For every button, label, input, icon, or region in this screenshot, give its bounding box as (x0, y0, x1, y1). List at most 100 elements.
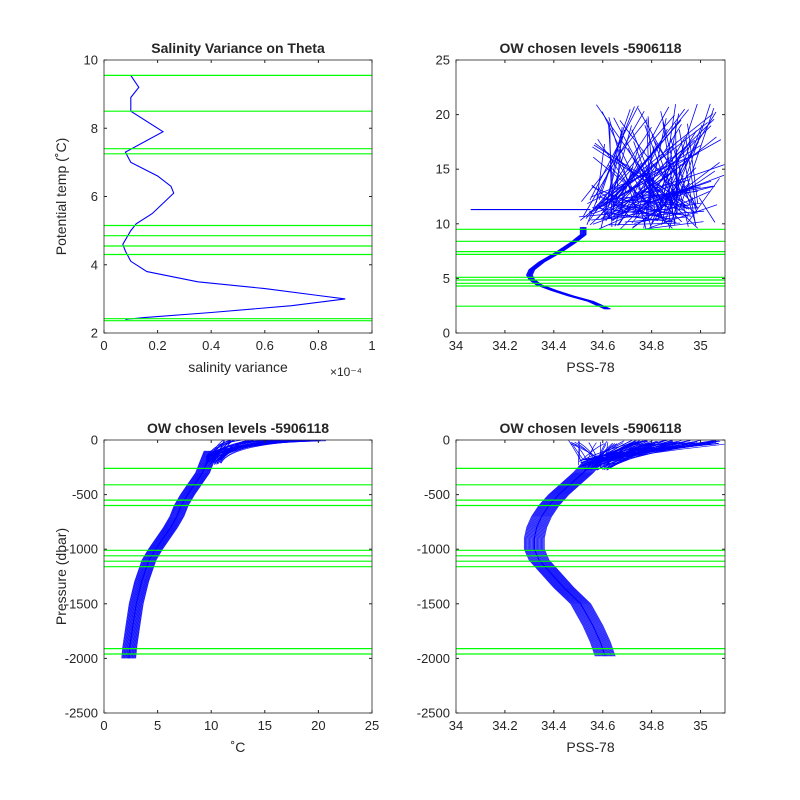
profile-line (627, 148, 666, 223)
chart-2: 34 34.2 34.4 34.6 34.8 35 0 5 10 15 20 25 OW chosen … (436, 40, 726, 375)
profile-line (602, 108, 686, 219)
profile-line (687, 123, 699, 204)
profile-line (589, 443, 725, 463)
profile-line (685, 136, 697, 209)
profile-line (129, 450, 213, 659)
x-axis-label: salinity variance (188, 359, 288, 375)
x-tick-label: 34.6 (590, 338, 615, 353)
x-tick-label: 34.2 (492, 718, 517, 733)
profile-line (206, 440, 224, 465)
profile-line (527, 461, 600, 657)
x-tick-label: 20 (311, 718, 325, 733)
chart-3: 0 5 10 15 20 25 -2500 -2000 -1500 -1000 -500 0 OW ch… (53, 420, 379, 755)
profile-line (121, 450, 206, 659)
series-line-1 (528, 227, 608, 310)
profile-line (536, 461, 609, 657)
profile-line (594, 113, 714, 208)
profile-line (527, 461, 599, 657)
profile-line (642, 171, 697, 214)
profile-line (207, 440, 267, 462)
y-tick-label: -1000 (65, 542, 98, 557)
profile-line (581, 443, 605, 461)
profile-line (540, 461, 613, 657)
profile-line (670, 138, 697, 226)
chart-4: 34 34.2 34.4 34.6 34.8 35 -2500 -2000 -1500 -1000… (417, 420, 726, 755)
profile-line (525, 461, 598, 657)
x-tick-label: 0.8 (309, 338, 327, 353)
chart-title: OW chosen levels -5906118 (147, 420, 329, 436)
profile-line (132, 450, 217, 659)
profile-line (124, 450, 209, 659)
profile-line (595, 441, 608, 469)
x-tick-label: 15 (258, 718, 272, 733)
profile-line (651, 134, 677, 203)
profile-line (130, 450, 214, 659)
profile-line (687, 178, 720, 223)
profile-line (124, 450, 208, 659)
profile-line (675, 122, 677, 202)
profile-line (591, 186, 640, 207)
profile-line (581, 120, 647, 202)
profile-line (638, 125, 712, 198)
profile-line (526, 461, 598, 657)
profile-line (135, 450, 219, 659)
profile-line (131, 450, 215, 659)
profile-line (585, 114, 675, 219)
profile-line (205, 440, 242, 458)
profile-line (607, 440, 698, 463)
plot-content (456, 440, 725, 657)
profile-line (604, 440, 636, 470)
y-tick-label: -1500 (65, 596, 98, 611)
profile-line (530, 461, 602, 657)
series-line-1 (128, 450, 212, 659)
profile-line (123, 450, 207, 659)
profile-line (535, 461, 607, 657)
profile-line (528, 461, 601, 657)
y-tick-label: 2 (91, 326, 98, 341)
x-tick-label: 34.8 (639, 338, 664, 353)
profile-line (597, 440, 717, 469)
y-tick-label: 10 (436, 216, 450, 231)
profile-line (131, 450, 215, 659)
profile-line (134, 450, 218, 659)
x-tick-label: 0 (100, 718, 107, 733)
profile-line (578, 210, 643, 218)
profile-line (665, 143, 691, 214)
y-tick-label: 6 (91, 189, 98, 204)
profile-line (651, 164, 676, 224)
x-tick-label: 35 (693, 338, 707, 353)
profile-line (588, 440, 717, 461)
profile-line (568, 440, 586, 470)
y-tick-label: 20 (436, 107, 450, 122)
profile-line (611, 172, 673, 211)
profile-line (609, 203, 692, 217)
plot-content (104, 74, 372, 322)
profile-line (538, 461, 610, 657)
profile-line (125, 450, 209, 659)
profile-line (609, 141, 678, 213)
profile-line (543, 461, 616, 657)
profile-line (129, 450, 214, 659)
profile-line (216, 440, 288, 465)
y-tick-label: 25 (436, 53, 450, 68)
profile-line (591, 440, 673, 464)
y-tick-label: 4 (91, 257, 98, 272)
y-tick-label: -500 (424, 487, 450, 502)
chart-title: OW chosen levels -5906118 (499, 420, 681, 436)
x-tick-label: 0 (100, 338, 107, 353)
y-tick-label: -2000 (417, 651, 450, 666)
profile-line (649, 204, 718, 229)
y-tick-label: -2500 (65, 706, 98, 721)
y-tick-label: -2000 (65, 651, 98, 666)
profile-line (531, 461, 603, 657)
profile-line (623, 128, 668, 215)
x-tick-label: 34.4 (541, 718, 566, 733)
profile-line (578, 441, 641, 462)
profile-line (127, 450, 211, 659)
axes-box (103, 439, 373, 714)
profile-line (532, 461, 605, 657)
profile-line (582, 443, 688, 461)
y-tick-label: 5 (443, 271, 450, 286)
profile-line (588, 126, 652, 222)
profile-line (132, 450, 216, 659)
